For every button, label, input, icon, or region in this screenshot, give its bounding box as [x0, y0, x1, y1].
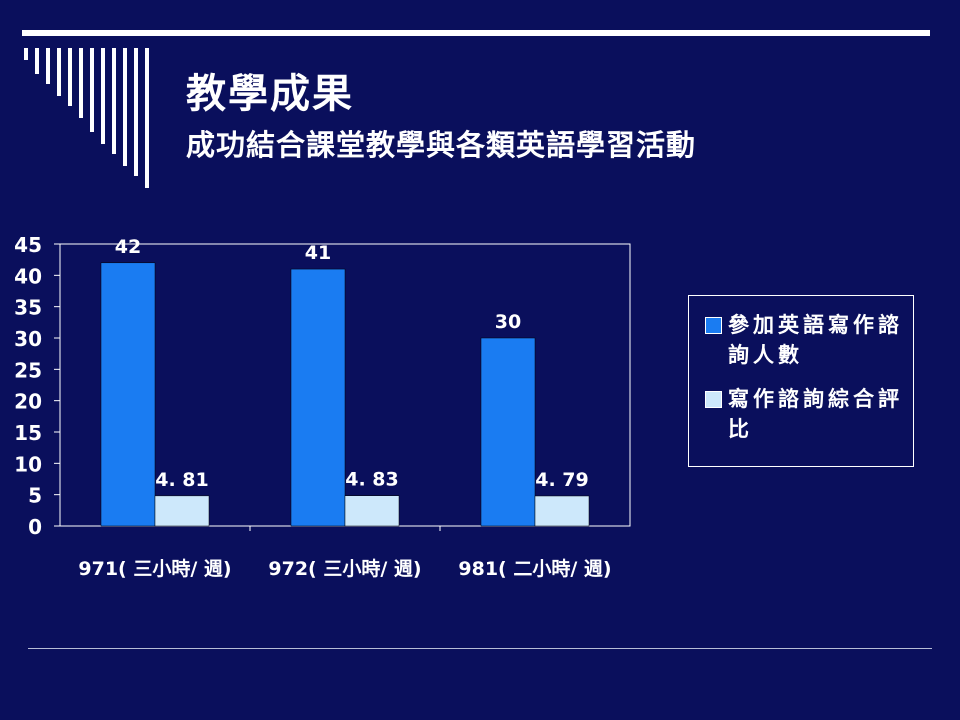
y-tick-label: 0 — [28, 515, 42, 539]
data-label: 4. 83 — [345, 469, 399, 491]
slide-title: 教學成果 — [186, 71, 354, 117]
decor-stripe — [68, 48, 72, 106]
decor-stripe — [134, 48, 138, 176]
legend-swatch — [705, 317, 722, 334]
data-label: 41 — [305, 242, 331, 264]
decor-stripe — [101, 48, 105, 144]
y-tick-label: 20 — [14, 390, 42, 414]
data-label: 30 — [495, 311, 521, 333]
x-tick-label: 971( 三小時/ 週) — [78, 558, 231, 580]
decor-stripe — [24, 48, 28, 60]
y-tick-label: 30 — [14, 327, 42, 351]
legend-label: 寫作諮詢綜合評比 — [728, 387, 903, 441]
data-label: 42 — [115, 236, 141, 258]
decor-stripe — [57, 48, 61, 96]
bar-rating — [154, 495, 210, 527]
y-tick-label: 45 — [14, 233, 42, 257]
y-tick-label: 10 — [14, 452, 42, 476]
x-tick-label: 972( 三小時/ 週) — [268, 558, 421, 580]
bar-participants — [100, 262, 156, 527]
y-tick-label: 35 — [14, 296, 42, 320]
bar-participants — [480, 337, 536, 527]
x-tick-label: 981( 二小時/ 週) — [458, 558, 611, 580]
decor-stripe — [112, 48, 116, 154]
legend-swatch — [705, 391, 722, 408]
decor-stripe — [46, 48, 50, 84]
y-tick-label: 15 — [14, 421, 42, 445]
legend-item: 寫作諮詢綜合評比 — [705, 384, 903, 444]
legend-label: 參加英語寫作諮詢人數 — [728, 313, 903, 367]
y-tick-label: 5 — [28, 484, 42, 508]
data-label: 4. 81 — [155, 469, 209, 491]
slide-subtitle: 成功結合課堂教學與各類英語學習活動 — [186, 128, 697, 162]
decor-stripe — [90, 48, 94, 132]
decor-stripe — [145, 48, 149, 188]
bar-participants — [290, 268, 346, 527]
legend-item: 參加英語寫作諮詢人數 — [705, 310, 903, 370]
decor-stripe — [79, 48, 83, 118]
bar-rating — [534, 495, 590, 527]
bottom-rule — [28, 648, 932, 649]
chart-legend: 參加英語寫作諮詢人數 寫作諮詢綜合評比 — [688, 295, 914, 467]
data-label: 4. 79 — [535, 469, 589, 491]
bar-rating — [344, 495, 400, 527]
decor-stripe — [35, 48, 39, 74]
y-tick-label: 25 — [14, 358, 42, 382]
decor-stripe — [123, 48, 127, 166]
y-tick-label: 40 — [14, 264, 42, 288]
top-rule — [22, 30, 930, 36]
